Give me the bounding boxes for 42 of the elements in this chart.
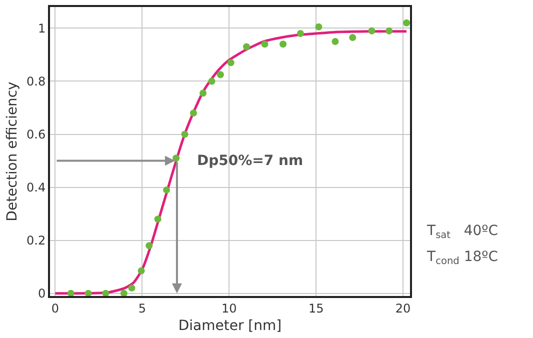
point <box>128 284 136 292</box>
point <box>120 290 128 297</box>
point <box>349 34 356 41</box>
point <box>172 154 180 162</box>
point <box>403 19 410 26</box>
y-tick-label: 0 <box>38 286 46 301</box>
point <box>154 216 162 223</box>
point <box>181 130 188 138</box>
x-tick-label: 20 <box>395 301 411 316</box>
point <box>216 71 224 78</box>
point <box>67 290 74 297</box>
y-tick-label: 1 <box>38 21 46 36</box>
point <box>84 290 92 297</box>
point <box>227 59 234 66</box>
point <box>315 23 322 30</box>
point <box>200 90 207 97</box>
x-tick-label: 0 <box>51 301 60 316</box>
point <box>386 27 393 34</box>
point <box>208 78 216 85</box>
x-tick-label: 5 <box>138 301 146 316</box>
point <box>163 186 170 194</box>
text: T$_{sat}$ 40ºC <box>427 223 498 241</box>
point <box>368 27 376 34</box>
x-tick-label: 10 <box>221 301 237 316</box>
x-tick-label: 15 <box>308 301 324 316</box>
y-tick-label: 0.2 <box>26 234 46 248</box>
point <box>296 30 304 38</box>
point <box>243 43 250 50</box>
point <box>146 242 153 250</box>
point <box>102 290 110 297</box>
point <box>261 40 268 48</box>
y-tick-label: 0.6 <box>26 127 46 142</box>
annotation: Dp50%=7 nm <box>197 153 304 169</box>
y-tick-label: 0.8 <box>26 74 46 88</box>
x-axis-title: Diameter [nm] <box>178 318 282 334</box>
y-axis-title: Detection efficiency <box>4 82 21 222</box>
text: T$_{cond}$ 18ºC <box>426 249 498 267</box>
point <box>190 110 197 117</box>
y-tick-label: 0.4 <box>26 180 46 194</box>
point <box>332 38 339 45</box>
point <box>280 40 287 48</box>
point <box>138 267 145 274</box>
